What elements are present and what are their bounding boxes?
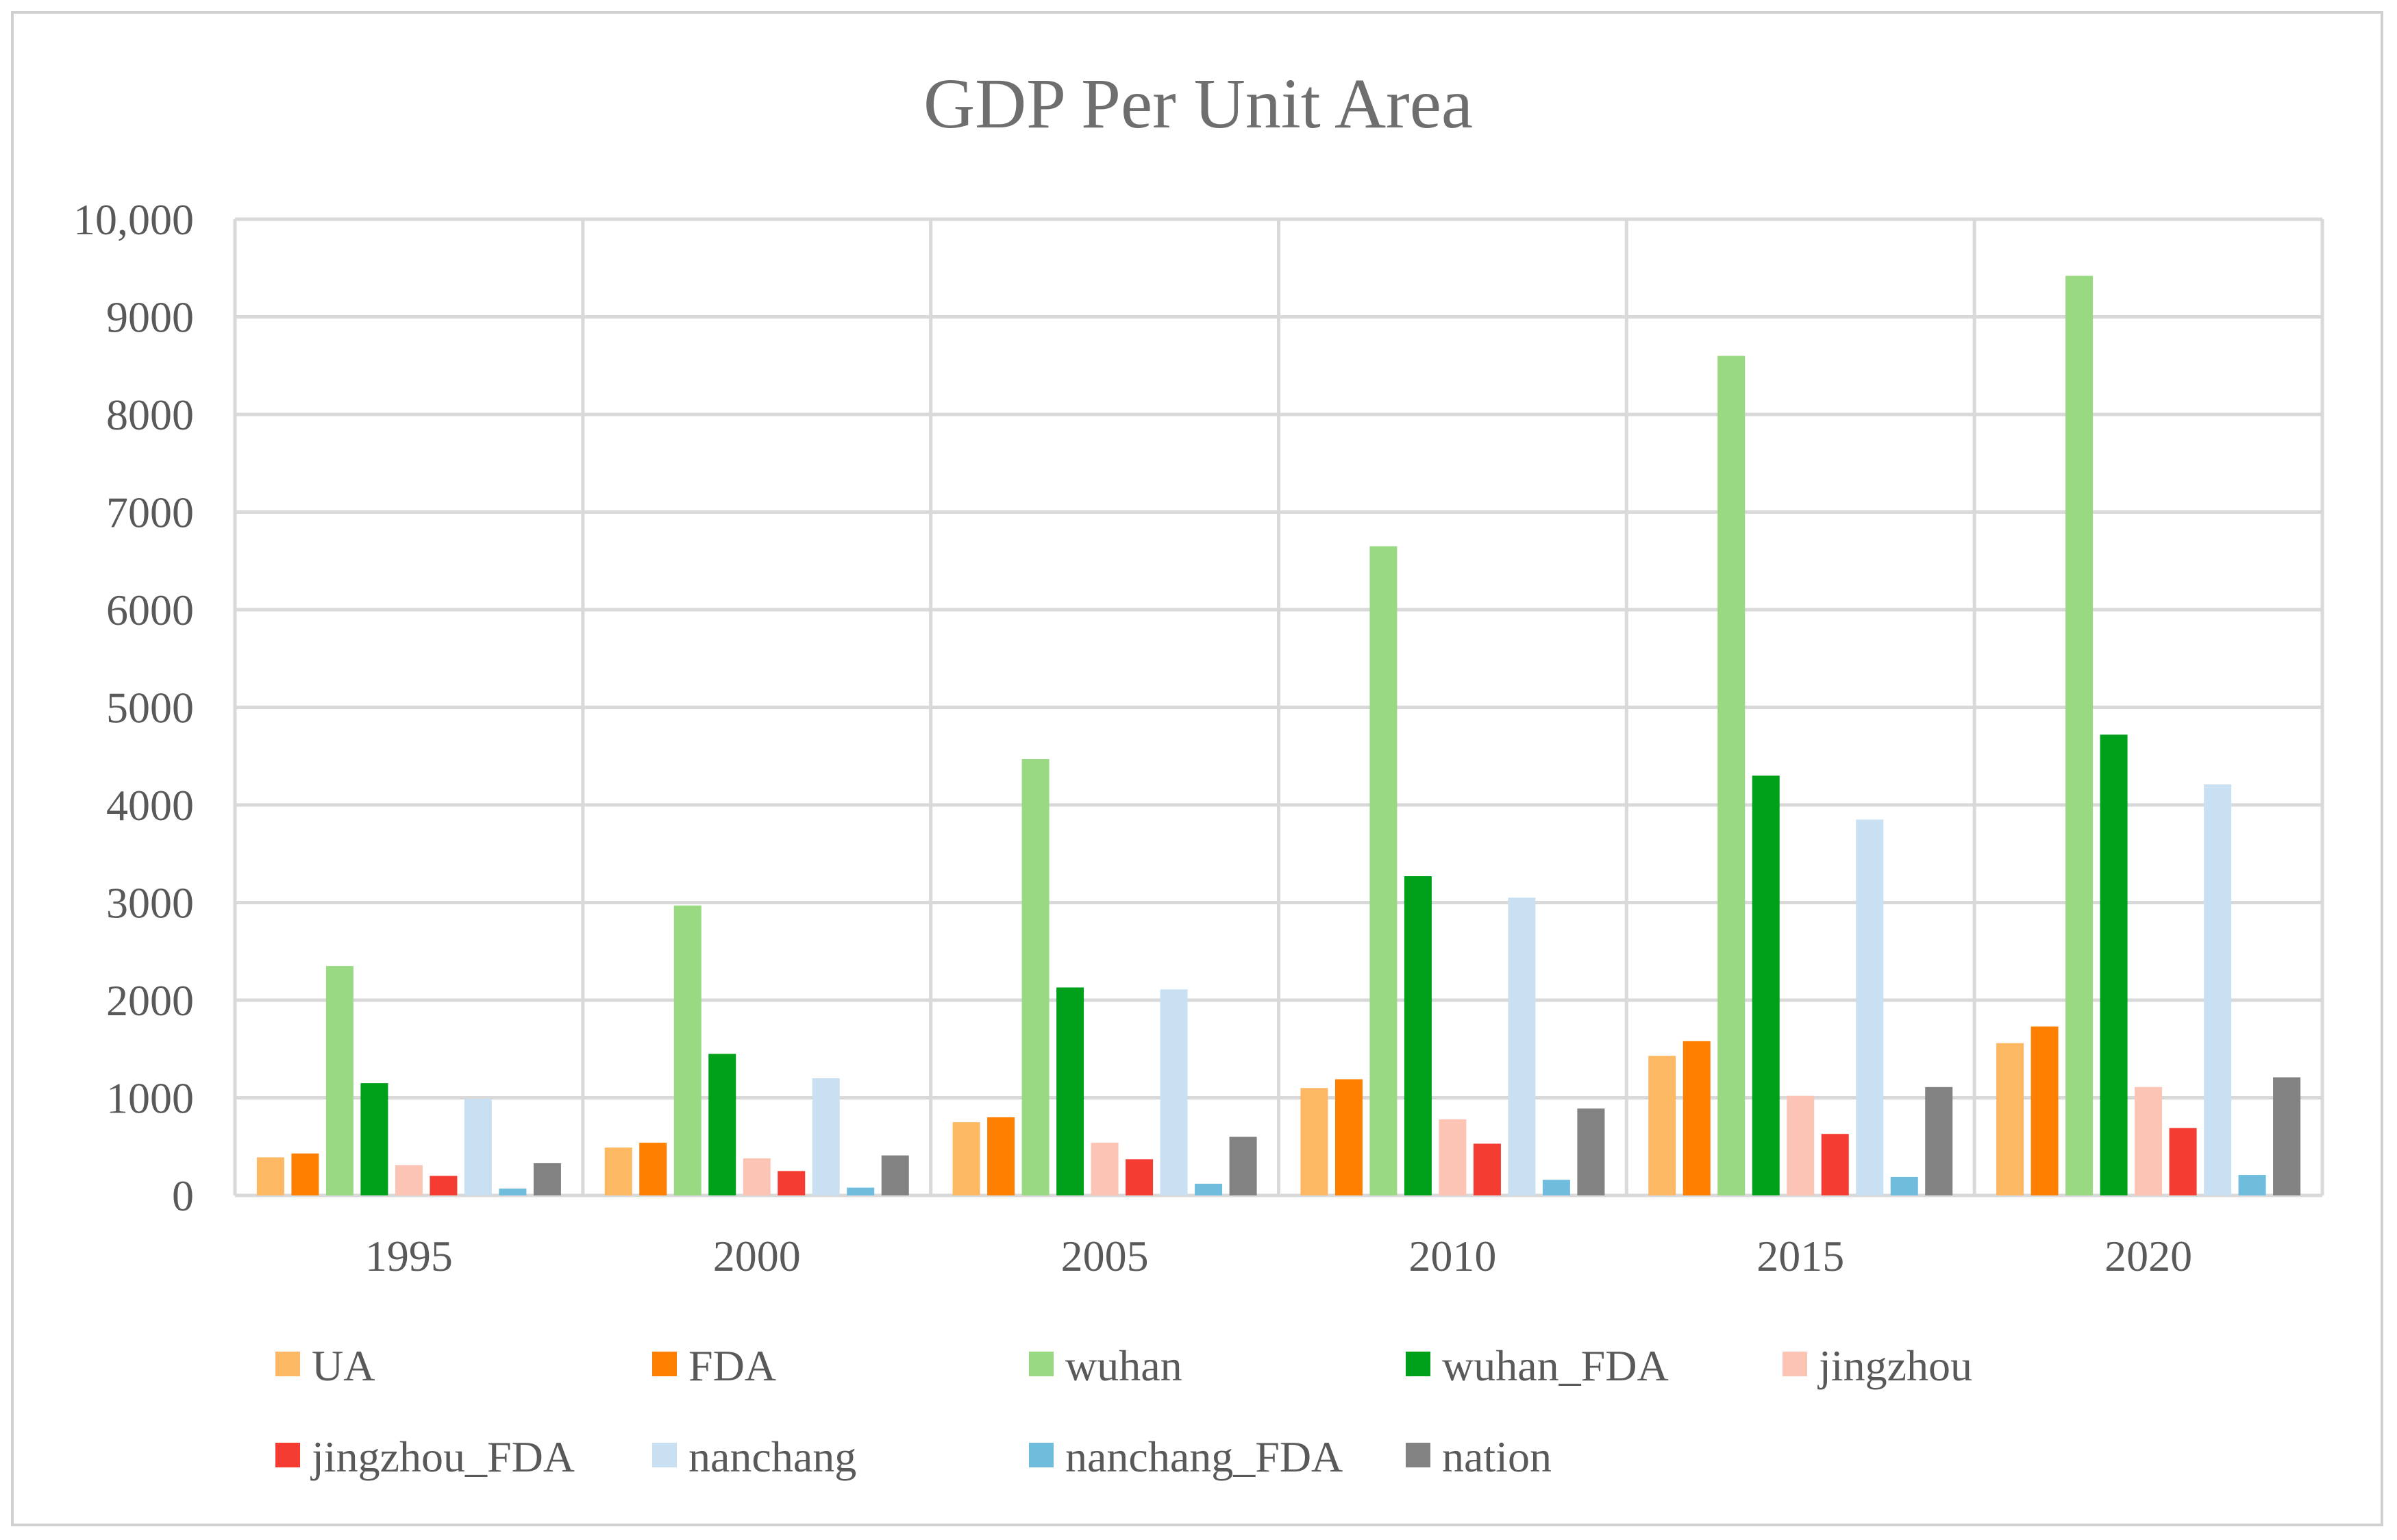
bar-nanchang-2020 xyxy=(2204,784,2232,1195)
bar-nation-2020 xyxy=(2273,1077,2301,1195)
legend: UA FDA wuhan wuhan_FDA jingzhou jingzhou_FDA n… xyxy=(275,1341,1972,1481)
y-tick-label: 3000 xyxy=(106,879,194,928)
bar-FDA-1995 xyxy=(291,1153,319,1195)
bar-jingzhou-FDA-1995 xyxy=(430,1176,458,1195)
bar-jingzhou-2005 xyxy=(1091,1143,1119,1195)
bar-UA-2020 xyxy=(1996,1043,2024,1195)
bar-nation-1995 xyxy=(533,1163,561,1195)
chart-title: GDP Per Unit Area xyxy=(923,64,1473,143)
bar-wuhan-FDA-2010 xyxy=(1404,876,1432,1195)
bar-jingzhou-FDA-2020 xyxy=(2169,1128,2197,1195)
bar-nation-2010 xyxy=(1577,1108,1605,1195)
legend-label-jingzhou: jingzhou xyxy=(1817,1341,1972,1390)
legend-label-wuhan: wuhan xyxy=(1065,1341,1182,1390)
bar-wuhan-2000 xyxy=(673,905,701,1195)
bar-UA-2005 xyxy=(952,1122,980,1195)
bar-nanchang-2000 xyxy=(812,1078,840,1195)
axes: 0 1000 2000 3000 4000 5000 6000 7000 8000 9000 10,… xyxy=(73,195,2192,1280)
bar-wuhan-2015 xyxy=(1717,356,1746,1195)
bar-FDA-2015 xyxy=(1682,1041,1711,1195)
bar-wuhan-2010 xyxy=(1369,546,1398,1195)
bar-wuhan-FDA-2000 xyxy=(708,1054,736,1195)
bar-nanchang-FDA-2010 xyxy=(1542,1180,1570,1195)
legend-swatch-UA xyxy=(275,1352,300,1376)
bar-wuhan-FDA-2005 xyxy=(1056,987,1084,1195)
legend-swatch-nanchang-FDA xyxy=(1029,1443,1054,1467)
legend-label-jingzhou-FDA: jingzhou_FDA xyxy=(310,1432,575,1481)
y-tick-label: 1000 xyxy=(106,1074,194,1123)
bar-jingzhou-FDA-2005 xyxy=(1126,1159,1154,1195)
x-tick-label: 2015 xyxy=(1756,1232,1844,1280)
y-tick-label: 8000 xyxy=(106,390,194,439)
bar-FDA-2000 xyxy=(639,1143,667,1195)
bar-UA-2000 xyxy=(604,1147,632,1195)
bar-nation-2000 xyxy=(881,1155,909,1195)
bar-wuhan-FDA-2015 xyxy=(1752,775,1780,1195)
legend-swatch-FDA xyxy=(652,1352,677,1376)
bar-nanchang-2005 xyxy=(1160,989,1188,1195)
bar-nanchang-FDA-2005 xyxy=(1195,1183,1223,1195)
gridlines xyxy=(233,217,2324,1197)
legend-swatch-jingzhou xyxy=(1783,1352,1807,1376)
bar-wuhan-1995 xyxy=(325,966,353,1195)
bars xyxy=(256,275,2301,1195)
legend-label-UA: UA xyxy=(312,1341,375,1390)
bar-wuhan-FDA-1995 xyxy=(360,1083,388,1195)
bar-FDA-2020 xyxy=(2030,1026,2059,1195)
bar-FDA-2005 xyxy=(987,1117,1015,1195)
bar-wuhan-2005 xyxy=(1021,759,1050,1195)
bar-nanchang-FDA-2000 xyxy=(847,1187,875,1195)
y-tick-label: 7000 xyxy=(106,488,194,537)
bar-nation-2015 xyxy=(1925,1086,1953,1195)
bar-nation-2005 xyxy=(1229,1137,1257,1195)
x-tick-label: 1995 xyxy=(365,1232,453,1280)
bar-nanchang-FDA-1995 xyxy=(499,1189,527,1195)
bar-jingzhou-FDA-2000 xyxy=(778,1171,806,1195)
bar-UA-2010 xyxy=(1300,1088,1328,1195)
bar-jingzhou-FDA-2015 xyxy=(1821,1134,1849,1195)
legend-label-nanchang-FDA: nanchang_FDA xyxy=(1065,1432,1343,1481)
chart-frame xyxy=(11,11,2383,1526)
bar-wuhan-2020 xyxy=(2065,275,2094,1195)
y-tick-label: 6000 xyxy=(106,586,194,634)
legend-swatch-jingzhou-FDA xyxy=(275,1443,300,1467)
bar-nanchang-FDA-2015 xyxy=(1890,1176,1918,1195)
legend-label-wuhan-FDA: wuhan_FDA xyxy=(1442,1341,1669,1390)
bar-nanchang-2010 xyxy=(1508,897,1536,1195)
bar-jingzhou-FDA-2010 xyxy=(1473,1143,1501,1195)
bar-jingzhou-2015 xyxy=(1787,1095,1815,1195)
bar-wuhan-FDA-2020 xyxy=(2100,734,2128,1195)
bar-nanchang-FDA-2020 xyxy=(2238,1175,2266,1195)
bar-FDA-2010 xyxy=(1334,1079,1363,1195)
bar-nanchang-1995 xyxy=(464,1098,492,1195)
y-tick-label: 5000 xyxy=(106,684,194,732)
bar-nanchang-2015 xyxy=(1856,819,1884,1195)
legend-swatch-nanchang xyxy=(652,1443,677,1467)
bar-jingzhou-2020 xyxy=(2135,1086,2163,1195)
y-tick-label: 10,000 xyxy=(73,195,194,244)
bar-jingzhou-1995 xyxy=(395,1165,423,1195)
y-tick-label: 9000 xyxy=(106,293,194,342)
legend-swatch-wuhan-FDA xyxy=(1406,1352,1430,1376)
y-tick-label: 2000 xyxy=(106,976,194,1025)
y-tick-label: 4000 xyxy=(106,781,194,830)
x-tick-label: 2000 xyxy=(713,1232,801,1280)
legend-swatch-wuhan xyxy=(1029,1352,1054,1376)
legend-label-FDA: FDA xyxy=(688,1341,776,1390)
bar-UA-1995 xyxy=(256,1157,284,1195)
legend-label-nanchang: nanchang xyxy=(688,1432,856,1481)
bar-jingzhou-2010 xyxy=(1439,1119,1467,1195)
legend-swatch-nation xyxy=(1406,1443,1430,1467)
bar-UA-2015 xyxy=(1648,1056,1676,1195)
x-tick-label: 2010 xyxy=(1408,1232,1496,1280)
bar-jingzhou-2000 xyxy=(743,1158,771,1195)
legend-label-nation: nation xyxy=(1442,1432,1552,1481)
x-tick-label: 2005 xyxy=(1061,1232,1149,1280)
x-tick-label: 2020 xyxy=(2104,1232,2192,1280)
y-tick-label: 0 xyxy=(172,1171,194,1220)
